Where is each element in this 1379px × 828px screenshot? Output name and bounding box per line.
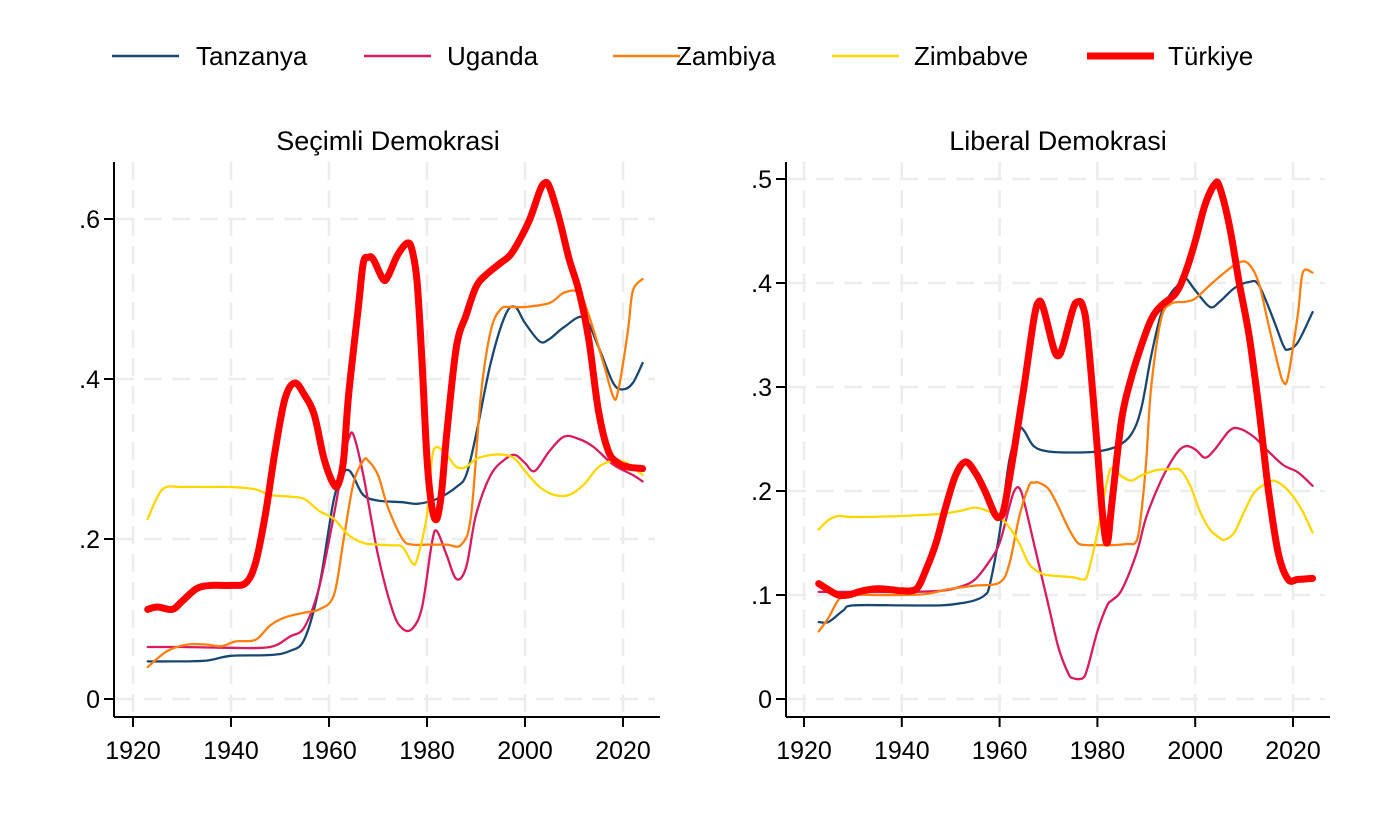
panel-secimli-demokrasi: Seçimli Demokrasi 0 .2 .4 .6 1920 1940 1960 1980… [79,126,660,765]
x-tick-label: 1980 [1070,737,1126,765]
y-tick-label: .2 [751,478,772,506]
series-line-uganda [817,426,1314,681]
x-tick-label: 1960 [301,737,357,765]
legend-item: Türkiye [1087,41,1253,71]
x-tick-label: 2000 [1167,737,1223,765]
y-tick-label: .4 [79,366,100,394]
series-group [815,178,1317,681]
x-tick-label: 1920 [105,737,161,765]
legend-item: Zambiya [613,41,776,71]
series-line-zimbabve [146,445,644,566]
panel-liberal-demokrasi: Liberal Demokrasi 0 .1 .2 .3 .4 .5 1920 1940 1960… [751,126,1330,765]
series-line-zambiya [146,277,644,669]
panel-title: Liberal Demokrasi [949,126,1167,156]
x-tick-label: 1980 [399,737,455,765]
series-group [144,178,647,669]
y-tick-label: .1 [751,582,772,610]
y-tick-label: 0 [758,686,772,714]
panel-title: Seçimli Demokrasi [276,126,500,156]
x-tick-label: 1940 [874,737,930,765]
gridlines [788,162,1325,715]
x-tick-label: 2020 [1265,737,1321,765]
y-tick-label: .6 [79,206,100,234]
y-tick-label: .5 [751,166,772,194]
series-line-trkiye [815,178,1317,600]
gridlines [116,162,655,715]
x-tick-label: 1960 [972,737,1028,765]
legend: Tanzanya Uganda Zambiya Zimbabve Türkiye [112,41,1253,71]
legend-label: Zimbabve [914,41,1028,71]
legend-item: Zimbabve [832,41,1028,71]
chart-panels: Seçimli Demokrasi 0 .2 .4 .6 1920 1940 1960 1980… [79,126,1330,765]
y-tick-label: .4 [751,270,772,298]
y-tick-label: .2 [79,526,100,554]
x-tick-label: 1920 [776,737,832,765]
axes: 0 .1 .2 .3 .4 .5 1920 1940 1960 1980 2000 2020 [751,162,1330,765]
series-line-tanzanya [146,305,644,663]
y-tick-label: 0 [86,686,100,714]
legend-label: Tanzanya [196,41,308,71]
axes: 0 .2 .4 .6 1920 1940 1960 1980 2000 2020 [79,162,660,765]
legend-item: Uganda [364,41,539,71]
legend-item: Tanzanya [112,41,308,71]
legend-label: Uganda [447,41,539,71]
legend-label: Zambiya [676,41,776,71]
x-tick-label: 1940 [203,737,259,765]
series-line-uganda [146,431,644,650]
y-tick-label: .3 [751,374,772,402]
x-tick-label: 2020 [595,737,651,765]
series-line-zambiya [817,260,1314,633]
series-line-zimbabve [817,466,1314,581]
series-line-trkiye [144,178,647,614]
legend-label: Türkiye [1168,41,1253,71]
x-tick-label: 2000 [497,737,553,765]
